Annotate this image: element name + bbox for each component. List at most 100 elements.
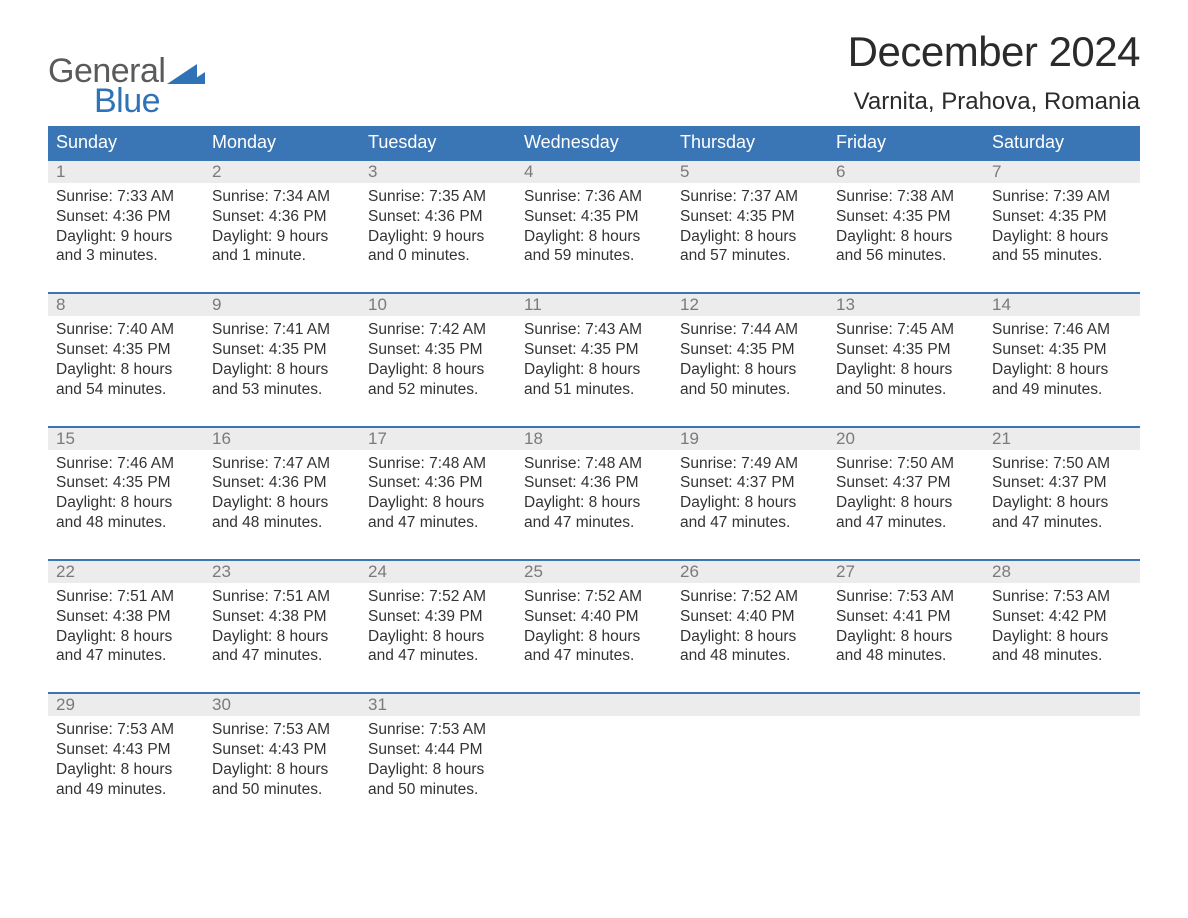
day-cell: Sunrise: 7:53 AMSunset: 4:41 PMDaylight:… (828, 583, 984, 676)
day-d1: Daylight: 9 hours (56, 227, 196, 247)
day-number: 6 (828, 161, 984, 183)
day-d2: and 50 minutes. (368, 780, 508, 800)
day-d1: Daylight: 8 hours (680, 627, 820, 647)
day-number: 24 (360, 561, 516, 583)
day-d2: and 48 minutes. (680, 646, 820, 666)
day-sunrise: Sunrise: 7:46 AM (992, 320, 1132, 340)
logo: General Blue (48, 54, 205, 118)
day-sunrise: Sunrise: 7:33 AM (56, 187, 196, 207)
day-sunrise: Sunrise: 7:52 AM (368, 587, 508, 607)
day-sunset: Sunset: 4:37 PM (836, 473, 976, 493)
day-number: 25 (516, 561, 672, 583)
day-sunset: Sunset: 4:35 PM (680, 207, 820, 227)
day-number: 20 (828, 428, 984, 450)
day-cell: Sunrise: 7:53 AMSunset: 4:42 PMDaylight:… (984, 583, 1140, 676)
day-sunset: Sunset: 4:37 PM (992, 473, 1132, 493)
day-d1: Daylight: 8 hours (368, 493, 508, 513)
weekday-header-row: SundayMondayTuesdayWednesdayThursdayFrid… (48, 126, 1140, 159)
weekday-header: Friday (828, 126, 984, 159)
day-d1: Daylight: 8 hours (524, 627, 664, 647)
empty-day (672, 716, 828, 809)
day-d2: and 54 minutes. (56, 380, 196, 400)
day-d1: Daylight: 8 hours (836, 227, 976, 247)
day-sunrise: Sunrise: 7:38 AM (836, 187, 976, 207)
day-cell: Sunrise: 7:47 AMSunset: 4:36 PMDaylight:… (204, 450, 360, 543)
day-d1: Daylight: 8 hours (56, 493, 196, 513)
daybody-row: Sunrise: 7:53 AMSunset: 4:43 PMDaylight:… (48, 716, 1140, 809)
day-cell: Sunrise: 7:39 AMSunset: 4:35 PMDaylight:… (984, 183, 1140, 276)
day-sunrise: Sunrise: 7:47 AM (212, 454, 352, 474)
day-sunset: Sunset: 4:44 PM (368, 740, 508, 760)
day-d1: Daylight: 8 hours (368, 627, 508, 647)
day-number: 28 (984, 561, 1140, 583)
day-sunset: Sunset: 4:35 PM (836, 340, 976, 360)
calendar: SundayMondayTuesdayWednesdayThursdayFrid… (48, 126, 1140, 810)
day-cell: Sunrise: 7:52 AMSunset: 4:39 PMDaylight:… (360, 583, 516, 676)
day-number: 16 (204, 428, 360, 450)
day-number: 15 (48, 428, 204, 450)
day-cell: Sunrise: 7:53 AMSunset: 4:43 PMDaylight:… (204, 716, 360, 809)
day-number: 2 (204, 161, 360, 183)
day-number: 12 (672, 294, 828, 316)
day-number: 14 (984, 294, 1140, 316)
day-number: 26 (672, 561, 828, 583)
day-cell: Sunrise: 7:51 AMSunset: 4:38 PMDaylight:… (204, 583, 360, 676)
header: General Blue December 2024 Varnita, Prah… (48, 28, 1140, 118)
day-cell: Sunrise: 7:43 AMSunset: 4:35 PMDaylight:… (516, 316, 672, 409)
day-number: 18 (516, 428, 672, 450)
calendar-week: 293031Sunrise: 7:53 AMSunset: 4:43 PMDay… (48, 692, 1140, 809)
daybody-row: Sunrise: 7:46 AMSunset: 4:35 PMDaylight:… (48, 450, 1140, 543)
day-d2: and 52 minutes. (368, 380, 508, 400)
day-d2: and 3 minutes. (56, 246, 196, 266)
day-d1: Daylight: 8 hours (212, 360, 352, 380)
day-sunset: Sunset: 4:35 PM (56, 340, 196, 360)
day-cell: Sunrise: 7:46 AMSunset: 4:35 PMDaylight:… (984, 316, 1140, 409)
empty-day (984, 694, 1140, 716)
day-cell: Sunrise: 7:51 AMSunset: 4:38 PMDaylight:… (48, 583, 204, 676)
day-sunset: Sunset: 4:37 PM (680, 473, 820, 493)
logo-text-blue: Blue (94, 84, 205, 118)
day-number: 17 (360, 428, 516, 450)
day-number: 3 (360, 161, 516, 183)
day-number: 5 (672, 161, 828, 183)
day-cell: Sunrise: 7:50 AMSunset: 4:37 PMDaylight:… (828, 450, 984, 543)
day-d1: Daylight: 8 hours (992, 627, 1132, 647)
day-d1: Daylight: 8 hours (56, 360, 196, 380)
logo-sail-icon-2 (187, 72, 205, 84)
day-sunrise: Sunrise: 7:44 AM (680, 320, 820, 340)
day-d1: Daylight: 8 hours (680, 227, 820, 247)
day-cell: Sunrise: 7:50 AMSunset: 4:37 PMDaylight:… (984, 450, 1140, 543)
day-cell: Sunrise: 7:48 AMSunset: 4:36 PMDaylight:… (360, 450, 516, 543)
day-number: 10 (360, 294, 516, 316)
day-d1: Daylight: 8 hours (836, 360, 976, 380)
day-sunrise: Sunrise: 7:53 AM (836, 587, 976, 607)
day-cell: Sunrise: 7:41 AMSunset: 4:35 PMDaylight:… (204, 316, 360, 409)
day-d1: Daylight: 8 hours (992, 227, 1132, 247)
day-cell: Sunrise: 7:52 AMSunset: 4:40 PMDaylight:… (516, 583, 672, 676)
day-sunrise: Sunrise: 7:46 AM (56, 454, 196, 474)
day-sunset: Sunset: 4:36 PM (368, 207, 508, 227)
day-d2: and 47 minutes. (368, 646, 508, 666)
day-sunset: Sunset: 4:36 PM (212, 207, 352, 227)
day-sunrise: Sunrise: 7:42 AM (368, 320, 508, 340)
calendar-week: 15161718192021Sunrise: 7:46 AMSunset: 4:… (48, 426, 1140, 543)
day-d1: Daylight: 8 hours (56, 627, 196, 647)
day-sunrise: Sunrise: 7:35 AM (368, 187, 508, 207)
day-d2: and 50 minutes. (680, 380, 820, 400)
weekday-header: Sunday (48, 126, 204, 159)
day-d1: Daylight: 8 hours (368, 360, 508, 380)
day-cell: Sunrise: 7:36 AMSunset: 4:35 PMDaylight:… (516, 183, 672, 276)
day-sunset: Sunset: 4:35 PM (56, 473, 196, 493)
day-cell: Sunrise: 7:35 AMSunset: 4:36 PMDaylight:… (360, 183, 516, 276)
day-number: 9 (204, 294, 360, 316)
day-sunset: Sunset: 4:41 PM (836, 607, 976, 627)
day-sunset: Sunset: 4:35 PM (524, 207, 664, 227)
day-sunrise: Sunrise: 7:48 AM (368, 454, 508, 474)
daynum-row: 1234567 (48, 161, 1140, 183)
day-d2: and 51 minutes. (524, 380, 664, 400)
weekday-header: Wednesday (516, 126, 672, 159)
day-d2: and 0 minutes. (368, 246, 508, 266)
day-sunset: Sunset: 4:40 PM (680, 607, 820, 627)
day-d1: Daylight: 8 hours (212, 627, 352, 647)
day-cell: Sunrise: 7:40 AMSunset: 4:35 PMDaylight:… (48, 316, 204, 409)
